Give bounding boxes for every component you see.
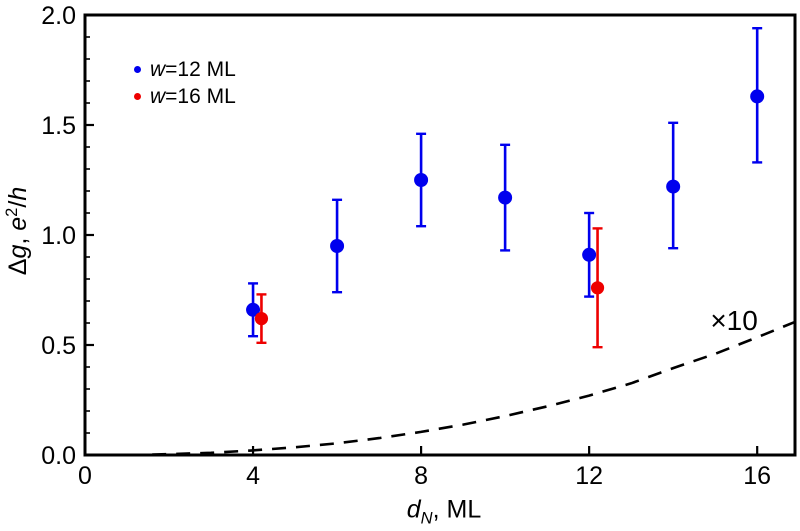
data-point [254,312,269,326]
tick-labels: 0.0 0.5 1.0 1.5 2.0 0 4 8 12 16 [41,2,771,490]
data-point [330,239,345,253]
x-tick-label: 12 [575,462,603,490]
x-tick-label: 8 [414,462,428,490]
data-point [246,302,261,317]
series-w-16-ML [254,227,605,349]
legend-item-w12: w=12 ML [134,56,236,83]
data-point [582,247,597,262]
data-point [590,281,605,295]
data-series [246,27,765,349]
theory-curve-path [152,320,796,456]
data-point [498,190,513,205]
x-axis-label: dN, ML [406,495,482,528]
legend-label-w12: w=12 ML [150,57,236,81]
data-point [666,179,681,194]
legend-label-w16: w=16 ML [150,84,236,108]
y-tick-label: 2.0 [41,2,76,30]
legend-marker-red-icon [134,93,141,100]
curve-scale-annotation: ×10 [710,304,758,336]
axis-ticks [83,13,759,457]
y-axis-label: Δg, e2/h [2,186,33,276]
dashed-theory-curve [152,320,796,456]
y-tick-label: 0.0 [41,442,76,470]
y-tick-label: 1.0 [41,222,76,250]
legend: w=12 ML w=16 ML [134,56,236,110]
data-point [750,89,765,104]
legend-item-w16: w=16 ML [134,83,236,110]
legend-marker-blue-icon [134,66,141,73]
x-tick-label: 16 [743,462,771,490]
data-point [414,173,429,187]
x-tick-label: 0 [78,462,92,490]
y-tick-label: 0.5 [41,332,76,360]
y-tick-label: 1.5 [41,112,76,140]
x-tick-label: 4 [246,462,260,490]
series-w-12-ML [246,27,765,338]
